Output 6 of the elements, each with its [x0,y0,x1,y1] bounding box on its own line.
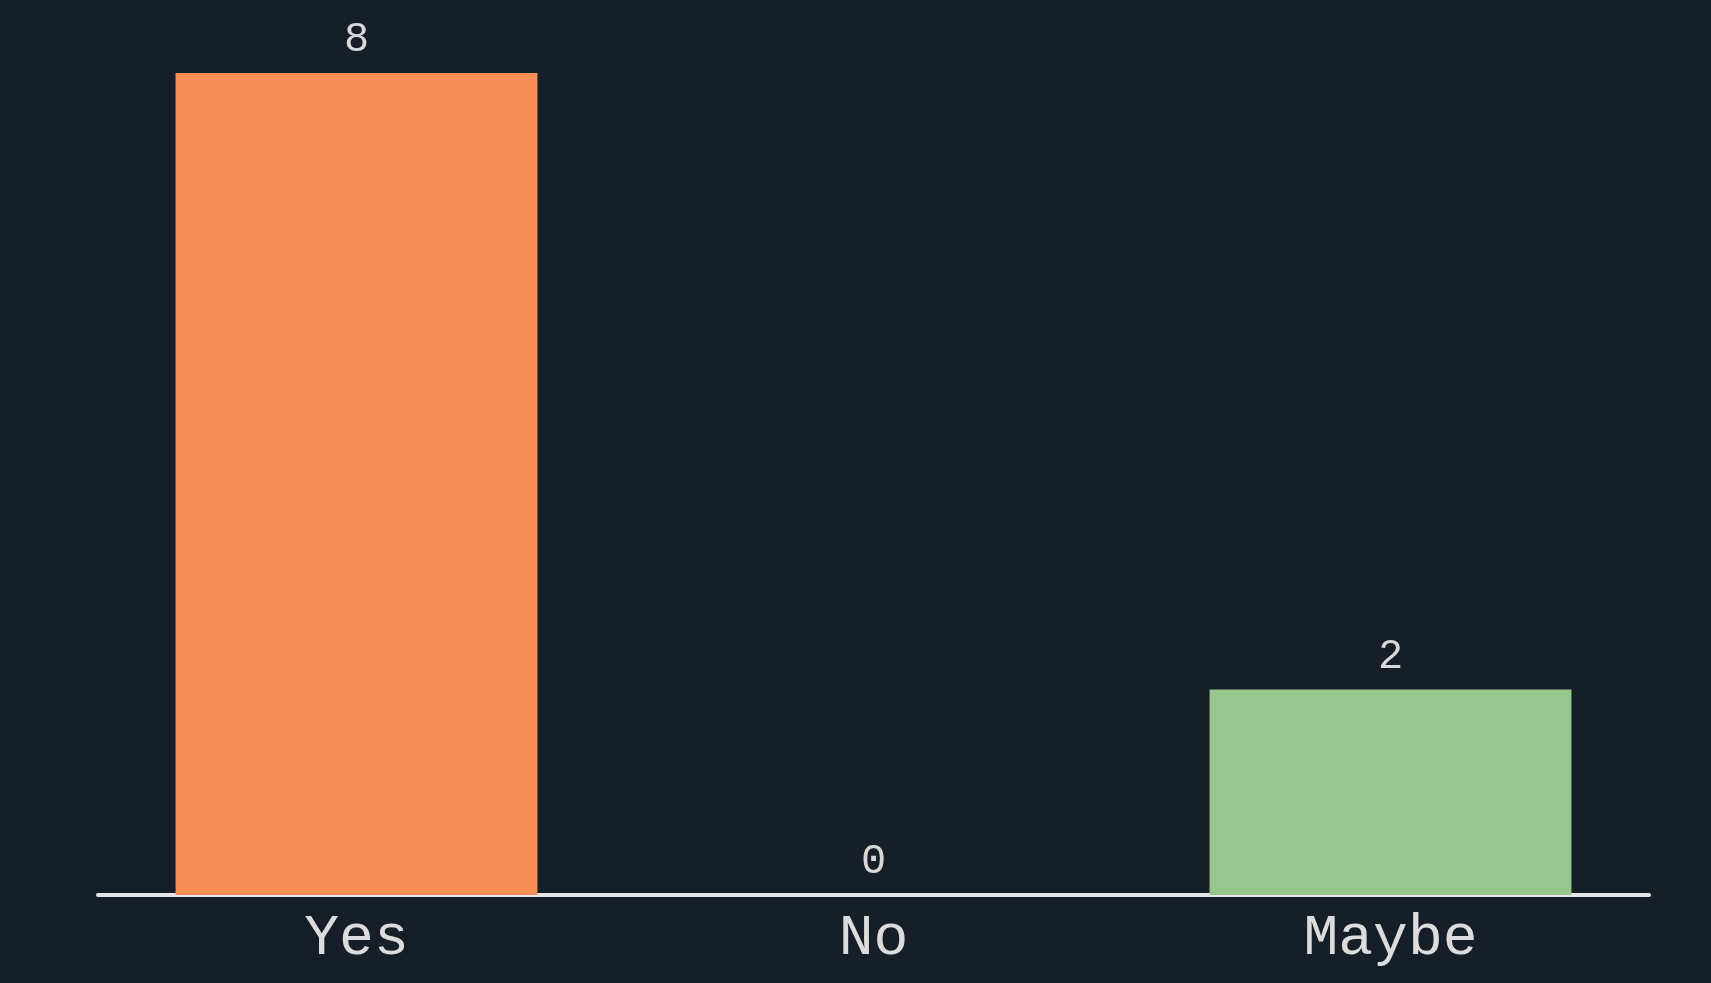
data-label: 8 [343,16,370,64]
x-tick-label: Yes [304,905,409,971]
x-tick-label: Maybe [1303,905,1478,971]
data-label: 0 [860,838,887,886]
data-label: 2 [1377,632,1404,681]
x-tick-label: No [838,905,909,971]
